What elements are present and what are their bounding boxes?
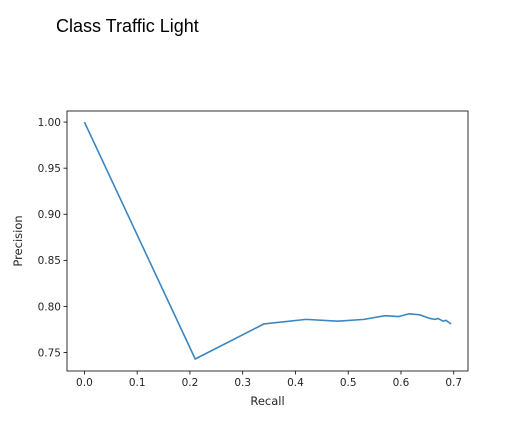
- x-tick-label: 0.4: [287, 377, 304, 389]
- y-axis-label: Precision: [11, 215, 25, 266]
- x-tick-label: 0.5: [340, 377, 357, 389]
- y-tick-label: 0.90: [38, 209, 61, 221]
- y-tick-label: 0.85: [38, 255, 61, 267]
- series-line-traffic-light: [83, 121, 452, 360]
- y-tick-label: 0.80: [38, 301, 61, 313]
- x-axis-ticks: 0.0 0.1 0.2 0.3 0.4 0.5 0.6 0.7: [76, 371, 462, 389]
- x-tick-label: 0.1: [129, 377, 146, 389]
- plot-frame: [66, 110, 469, 372]
- y-tick-label: 0.75: [38, 347, 61, 359]
- x-tick-label: 0.7: [445, 377, 462, 389]
- y-axis-ticks: 0.75 0.80 0.85 0.90 0.95 1.00: [38, 117, 67, 359]
- x-axis-label: Recall: [250, 394, 284, 408]
- x-tick-label: 0.3: [234, 377, 251, 389]
- y-tick-label: 1.00: [38, 117, 61, 129]
- x-tick-label: 0.6: [393, 377, 410, 389]
- x-tick-label: 0.2: [182, 377, 199, 389]
- y-tick-label: 0.95: [38, 163, 61, 175]
- x-tick-label: 0.0: [76, 377, 93, 389]
- plot-area: [83, 121, 452, 360]
- page-title: Class Traffic Light: [56, 16, 199, 36]
